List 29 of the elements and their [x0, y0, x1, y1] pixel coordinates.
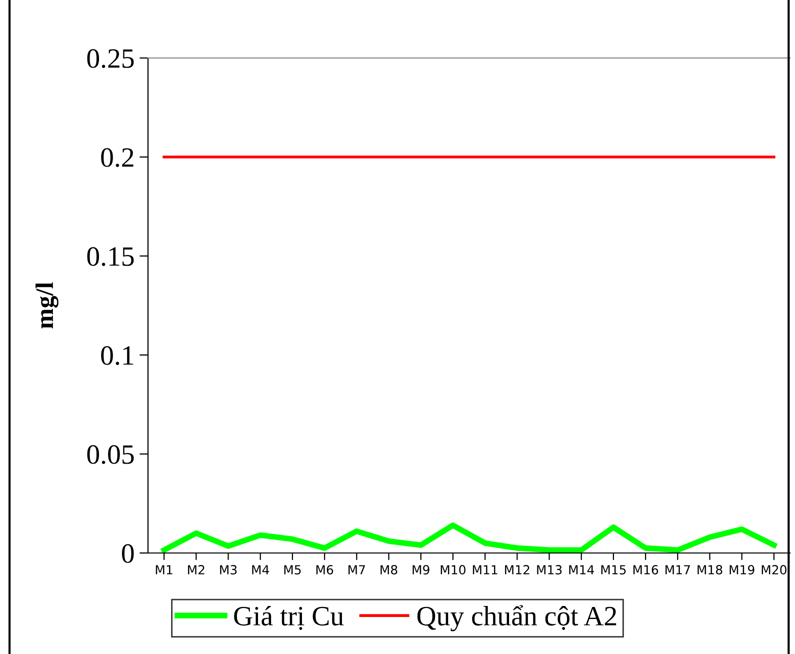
- x-tick-label: M1: [156, 565, 172, 574]
- x-tick-label: M5: [284, 565, 301, 574]
- y-tick-label: 0.2: [101, 148, 134, 168]
- x-tick-label: M10: [440, 565, 466, 574]
- y-tick-label: 0.15: [87, 247, 134, 266]
- y-tick-label: 0: [122, 544, 134, 563]
- x-tick-label: M6: [316, 565, 334, 574]
- x-tick-label: M18: [698, 565, 722, 574]
- x-tick-label: M19: [730, 565, 754, 574]
- x-tick-label: M12: [505, 565, 530, 574]
- x-tick-label: M2: [188, 565, 204, 574]
- x-tick-label: M8: [380, 565, 398, 574]
- x-tick-label: M4: [252, 565, 270, 574]
- y-tick-label: 0.05: [87, 445, 134, 464]
- legend-label: Giá trị Cu: [234, 606, 344, 630]
- y-tick-label: 0.25: [87, 49, 134, 68]
- x-tick-label: M9: [412, 565, 430, 574]
- y-tick-label: 0.1: [101, 346, 134, 366]
- x-tick-label: M15: [601, 565, 626, 574]
- x-tick-label: M13: [537, 565, 562, 574]
- x-tick-label: M17: [666, 565, 690, 574]
- x-tick-label: M7: [348, 565, 365, 574]
- x-tick-label: M11: [472, 565, 498, 574]
- x-tick-label: M16: [633, 565, 658, 574]
- x-tick-label: M20: [762, 565, 786, 574]
- x-tick-label: M14: [569, 565, 594, 574]
- y-axis-title: mg/l: [36, 282, 58, 328]
- x-tick-label: M3: [220, 565, 237, 574]
- legend-label: Quy chuẩn cột A2: [417, 605, 616, 632]
